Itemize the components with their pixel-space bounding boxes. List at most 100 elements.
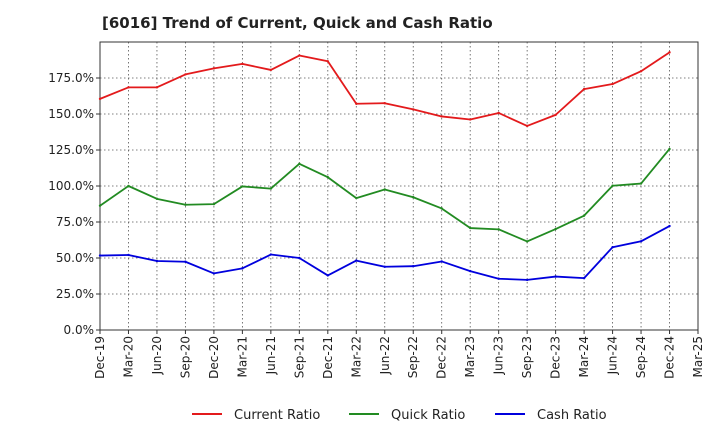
legend-label-current-ratio: Current Ratio: [234, 408, 320, 423]
cash-ratio-point: [468, 269, 472, 273]
current-ratio-point: [326, 60, 330, 63]
x-tick-label: Jun-23: [492, 336, 506, 375]
cash-ratio-point: [326, 274, 330, 277]
cash-ratio-point: [525, 278, 529, 282]
cash-ratio-point: [184, 260, 187, 263]
x-tick-label: Jun-22: [378, 336, 392, 375]
quick-ratio-point: [383, 188, 386, 191]
cash-ratio-point: [440, 260, 443, 263]
x-tick-label: Dec-21: [321, 336, 335, 379]
current-ratio-point: [184, 73, 187, 76]
current-ratio-point: [440, 115, 443, 118]
y-tick-label: 100.0%: [48, 179, 94, 193]
quick-ratio-point: [326, 176, 330, 179]
legend-label-cash-ratio: Cash Ratio: [537, 408, 607, 423]
x-tick-label: Mar-21: [235, 336, 249, 377]
current-ratio-point: [554, 113, 557, 117]
y-tick-label: 25.0%: [56, 287, 94, 301]
cash-ratio-point: [355, 259, 358, 262]
cash-ratio-point: [241, 267, 244, 270]
y-tick-label: 0.0%: [64, 323, 95, 337]
x-tick-label: Sep-24: [634, 336, 648, 378]
quick-ratio-point: [355, 196, 358, 200]
quick-ratio-point: [269, 187, 273, 190]
quick-ratio-point: [127, 184, 130, 188]
quick-ratio-point: [155, 197, 159, 201]
current-ratio-point: [127, 86, 130, 89]
x-tick-label: Jun-20: [150, 336, 164, 375]
cash-ratio-point: [582, 276, 586, 280]
quick-ratio-point: [611, 184, 614, 187]
quick-ratio-point: [298, 162, 301, 166]
cash-ratio-point: [155, 259, 159, 263]
quick-ratio-point: [554, 227, 557, 231]
y-tick-label: 125.0%: [48, 143, 94, 157]
current-ratio-point: [639, 70, 643, 73]
x-tick-label: Sep-23: [520, 336, 534, 378]
x-tick-label: Mar-23: [463, 336, 477, 377]
current-ratio-point: [582, 87, 586, 91]
current-ratio-point: [98, 97, 102, 101]
current-ratio-point: [383, 102, 386, 105]
legend-item-cash-ratio: Cash Ratio: [495, 408, 607, 423]
current-ratio-point: [668, 51, 671, 54]
quick-ratio-point: [525, 240, 529, 243]
cash-ratio-point: [383, 265, 386, 268]
quick-ratio-point: [468, 226, 472, 230]
current-ratio-point: [611, 82, 614, 86]
current-ratio-point: [355, 102, 358, 105]
x-tick-label: Sep-22: [406, 336, 420, 378]
quick-ratio-point: [497, 228, 500, 231]
cash-ratio-point: [127, 253, 130, 257]
x-tick-label: Sep-21: [292, 336, 306, 378]
quick-ratio-point: [212, 202, 216, 206]
current-ratio-point: [269, 68, 273, 72]
x-tick-label: Dec-19: [93, 336, 107, 379]
cash-ratio-point: [212, 272, 216, 275]
cash-ratio-point: [639, 240, 643, 243]
y-tick-label: 150.0%: [48, 107, 94, 121]
quick-ratio-point: [184, 203, 187, 206]
quick-ratio-point: [241, 185, 244, 188]
x-tick-label: Mar-24: [577, 336, 591, 377]
quick-ratio-point: [412, 196, 415, 199]
y-tick-label: 50.0%: [56, 251, 94, 265]
current-ratio-point: [525, 124, 529, 128]
x-tick-label: Sep-20: [178, 336, 192, 378]
current-ratio-point: [155, 86, 159, 89]
quick-ratio-point: [668, 147, 671, 151]
current-ratio-point: [298, 54, 301, 57]
current-ratio-point: [468, 118, 472, 121]
x-tick-label: Dec-23: [549, 336, 563, 379]
cash-ratio-point: [611, 246, 614, 249]
x-tick-label: Dec-24: [663, 336, 677, 379]
current-ratio-point: [412, 108, 415, 111]
y-tick-label: 175.0%: [48, 71, 94, 85]
x-tick-label: Mar-25: [691, 336, 705, 377]
cash-ratio-point: [668, 224, 671, 228]
quick-ratio-point: [440, 207, 443, 210]
current-ratio-point: [497, 111, 500, 115]
quick-ratio-point: [639, 182, 643, 185]
cash-ratio-point: [298, 256, 301, 260]
legend-label-quick-ratio: Quick Ratio: [391, 408, 465, 423]
x-tick-label: Dec-22: [435, 336, 449, 379]
current-ratio-point: [212, 67, 216, 70]
current-ratio-point: [241, 62, 244, 66]
cash-ratio-point: [269, 253, 273, 256]
x-tick-label: Mar-22: [349, 336, 363, 377]
x-tick-label: Mar-20: [121, 336, 135, 377]
quick-ratio-point: [98, 204, 102, 207]
chart-title: [6016] Trend of Current, Quick and Cash …: [102, 14, 493, 32]
x-tick-label: Dec-20: [207, 336, 221, 379]
cash-ratio-point: [554, 275, 557, 278]
y-tick-label: 75.0%: [56, 215, 94, 229]
cash-ratio-point: [497, 277, 500, 280]
legend-item-current-ratio: Current Ratio: [192, 408, 320, 423]
x-tick-label: Jun-24: [606, 336, 620, 375]
x-tick-label: Jun-21: [264, 336, 278, 375]
legend-item-quick-ratio: Quick Ratio: [349, 408, 465, 423]
cash-ratio-point: [98, 254, 102, 257]
cash-ratio-point: [412, 265, 415, 268]
